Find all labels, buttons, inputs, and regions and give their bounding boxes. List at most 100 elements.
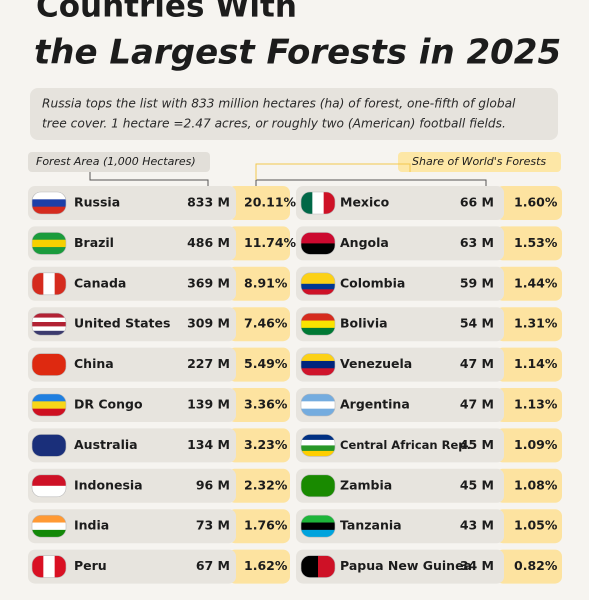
row-bg (296, 307, 504, 342)
flag-stripe (301, 243, 335, 255)
share-cell (228, 468, 290, 503)
flag-outline (31, 272, 67, 296)
share-cell (228, 226, 290, 261)
flag-stripe (301, 353, 335, 362)
row-bg (296, 266, 504, 301)
flag-stripe (32, 474, 66, 487)
row-bg (28, 226, 236, 261)
forest-share: 1.62% (244, 558, 288, 573)
flag-stripe (301, 232, 335, 244)
flag-stripe (32, 272, 44, 295)
country-name: Australia (74, 437, 138, 452)
flag-outline (31, 555, 67, 578)
flag-stripe (32, 529, 66, 538)
forest-share: 8.91% (244, 275, 288, 290)
row-bg (296, 549, 504, 584)
forest-share: 1.53% (514, 235, 558, 250)
flag-outline (300, 353, 336, 376)
share-cell (496, 347, 562, 382)
flag-stripe (301, 192, 313, 214)
country-name: Russia (74, 195, 120, 210)
subtitle: tree cover. 1 hectare =2.47 acres, or ro… (42, 117, 506, 131)
share-label: Share of World's Forests (412, 155, 546, 168)
row-bg (28, 428, 236, 463)
share-cell (228, 509, 290, 544)
flag-outline (300, 514, 336, 538)
subtitle-box (30, 88, 558, 140)
share-cell (496, 428, 562, 463)
flag-stripe (32, 555, 44, 578)
forest-share: 7.46% (244, 316, 288, 331)
share-cell (496, 186, 562, 220)
country-name: India (74, 518, 109, 533)
country-name: Bolivia (340, 316, 388, 331)
share-cell (496, 266, 562, 301)
share-cell (228, 428, 290, 463)
forest-area: 67 M (196, 558, 230, 573)
country-name: Mexico (340, 195, 390, 210)
forest-area: 486 M (187, 235, 230, 250)
flag-stripe (32, 353, 66, 376)
flag-stripe (318, 555, 335, 578)
flag-stripe (301, 320, 335, 329)
forest-share: 1.09% (514, 437, 558, 452)
forest-area: 369 M (187, 275, 230, 290)
flag-stripe (301, 450, 335, 457)
row-bg (28, 509, 236, 544)
flag-stripe (32, 247, 66, 255)
country-name: Brazil (74, 235, 114, 250)
forest-share: 1.05% (514, 518, 558, 533)
flag-outline (300, 272, 336, 296)
flag-stripe (32, 434, 66, 457)
flag-outline (31, 474, 67, 498)
country-name: United States (74, 316, 170, 331)
flag-outline (300, 191, 336, 215)
forest-share: 1.14% (514, 356, 558, 371)
flag-stripe (301, 360, 335, 369)
flag-stripe (43, 272, 56, 295)
flag-stripe (301, 445, 335, 452)
flag-stripe (301, 474, 335, 497)
flag-stripe (301, 313, 335, 322)
flag-stripe (301, 327, 335, 336)
country-name: Papua New Guinea (340, 558, 472, 573)
label-box (28, 152, 210, 172)
flag-stripe (32, 401, 66, 410)
flag-stripe (301, 515, 335, 524)
flag-stripe (32, 239, 66, 248)
share-cell (228, 186, 290, 220)
flag-stripe (301, 283, 335, 290)
forest-area: 833 M (187, 195, 230, 210)
forest-area: 45 M (460, 477, 494, 492)
country-name: Central African Rep. (340, 438, 471, 452)
row-bg (296, 388, 504, 422)
forest-share: 11.74% (244, 235, 297, 250)
flag-outline (31, 312, 67, 336)
subtitle: Russia tops the list with 833 million he… (42, 97, 516, 111)
share-cell (496, 549, 562, 584)
country-name: Canada (74, 275, 126, 290)
country-name: Venezuela (340, 356, 412, 371)
flag-stripe (32, 485, 66, 497)
flag-stripe (32, 515, 66, 524)
country-name: Colombia (340, 275, 405, 290)
forest-area: 59 M (460, 275, 494, 290)
title-line1: Countries With (36, 0, 297, 25)
row-bg (296, 509, 504, 544)
country-name: DR Congo (74, 397, 143, 412)
share-cell (496, 226, 562, 261)
forest-area: 134 M (187, 437, 230, 452)
flag-stripe (32, 313, 66, 319)
flag-stripe (323, 192, 335, 214)
country-name: Argentina (340, 397, 410, 412)
share-cell (228, 347, 290, 382)
forest-share: 20.11% (244, 195, 297, 210)
flag-stripe (32, 322, 66, 327)
flag-stripe (301, 522, 335, 531)
flag-outline (31, 514, 67, 538)
forest-area: 45 M (460, 437, 494, 452)
flag-outline (300, 434, 336, 457)
forest-share: 1.13% (514, 397, 558, 412)
row-bg (28, 468, 236, 503)
forest-area: 63 M (460, 235, 494, 250)
